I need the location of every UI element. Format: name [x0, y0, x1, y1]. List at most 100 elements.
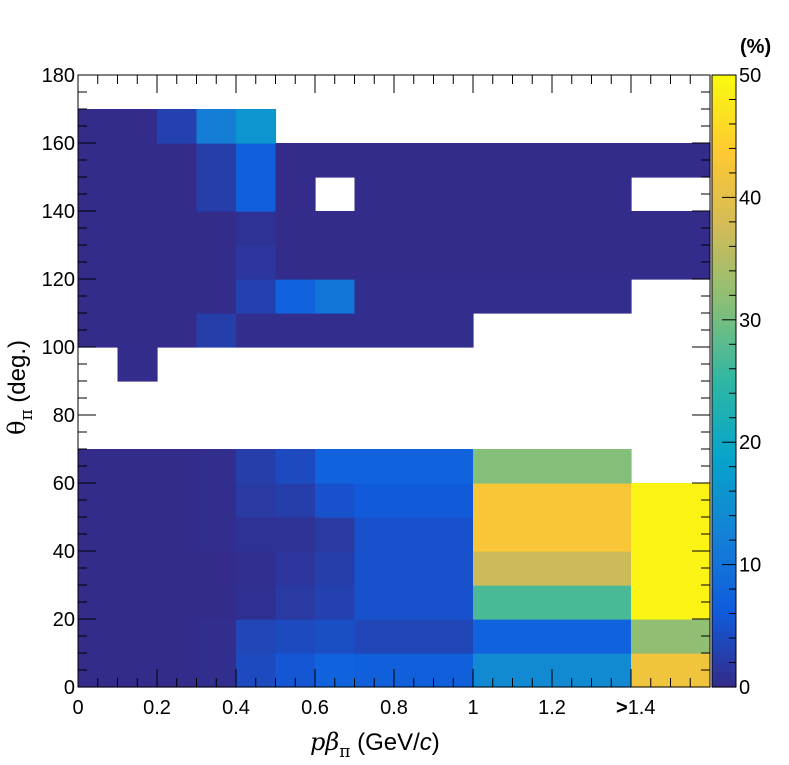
colorbar-segment — [712, 156, 736, 163]
x-tick-label: 0.8 — [380, 697, 408, 719]
colorbar-segment — [712, 141, 736, 147]
colorbar-segment — [712, 421, 736, 428]
heatmap-cell — [354, 211, 395, 246]
heatmap-cell — [157, 245, 198, 280]
colorbar-segment — [712, 676, 736, 683]
colorbar-segment — [712, 304, 736, 311]
colorbar-segment — [712, 146, 736, 153]
colorbar-segment — [712, 442, 736, 448]
y-tick-label: 160 — [42, 133, 75, 155]
heatmap-cell — [394, 449, 435, 484]
colorbar-segment — [712, 574, 736, 581]
colorbar-segment — [712, 105, 736, 112]
heatmap-cell — [552, 177, 632, 212]
colorbar-segment — [712, 666, 736, 673]
y-tick-label: 120 — [42, 269, 75, 291]
heatmap-cell — [631, 619, 711, 654]
colorbar-segment — [712, 120, 736, 127]
colorbar-segment — [712, 579, 736, 586]
heatmap-cell — [473, 517, 553, 552]
heatmap-cell — [196, 449, 237, 484]
heatmap-cell — [473, 177, 553, 212]
heatmap-cell — [631, 211, 711, 246]
colorbar-segment — [712, 671, 736, 678]
colorbar-segment — [712, 268, 736, 275]
colorbar-segment — [712, 503, 736, 510]
colorbar-segment — [712, 355, 736, 362]
colorbar-segment — [712, 212, 736, 219]
colorbar-segment — [712, 273, 736, 280]
heatmap-cell — [473, 279, 553, 314]
heatmap-cell — [275, 449, 316, 484]
colorbar-segment — [712, 187, 736, 193]
heatmap-cell — [631, 551, 711, 586]
heatmap-cell — [354, 449, 395, 484]
heatmap-cell — [275, 483, 316, 518]
colorbar-segment — [712, 365, 736, 372]
y-tick-label: 140 — [42, 201, 75, 223]
y-axis-title: θπ (deg.) — [3, 340, 37, 435]
heatmap-cell — [275, 143, 316, 178]
colorbar-segment — [712, 564, 736, 571]
colorbar-segment — [712, 528, 736, 535]
colorbar-segment — [712, 401, 736, 408]
colorbar-segment — [712, 416, 736, 423]
colorbar-segment — [712, 217, 736, 224]
heatmap-cell — [394, 143, 435, 178]
colorbar-segment — [712, 80, 736, 86]
heatmap-cell — [196, 279, 237, 314]
tick-labels: 0 0.2 0.4 0.6 0.8 1 1.2 >1.40204060801001201401… — [42, 65, 762, 719]
heatmap-cell — [117, 619, 158, 654]
heatmap-cell — [631, 245, 711, 280]
heatmap-cell — [236, 483, 277, 518]
colorbar-segment — [712, 600, 736, 606]
heatmap-cell — [552, 245, 632, 280]
colorbar-segment — [712, 651, 736, 657]
heatmap-cell — [354, 279, 395, 314]
heatmap-cell — [433, 585, 474, 620]
colorbar-segment — [712, 350, 736, 357]
colorbar-segment — [712, 447, 736, 453]
colorbar-segment — [712, 386, 736, 392]
colorbar-frame — [711, 74, 737, 688]
heatmap-cell — [117, 313, 158, 348]
heatmap-cell — [354, 245, 395, 280]
colorbar-segment — [712, 151, 736, 158]
heatmap-cell — [157, 313, 198, 348]
heatmap-cell — [552, 619, 632, 654]
colorbar-segment — [712, 641, 736, 647]
colorbar-segment — [712, 110, 736, 117]
y-tick-label: 80 — [53, 405, 75, 427]
y-tick-label: 100 — [42, 337, 75, 359]
heatmap-cell — [315, 449, 356, 484]
colorbar-segment — [712, 554, 736, 561]
heatmap-cell — [117, 347, 158, 382]
colorbar-segment — [712, 319, 736, 326]
heatmap-cell — [157, 177, 198, 212]
colorbar-segment — [712, 370, 736, 377]
colorbar-segment — [712, 585, 736, 591]
colorbar-segment — [712, 248, 736, 255]
colorbar-segment — [712, 95, 736, 102]
heatmap-cell — [196, 211, 237, 246]
colorbar-segment — [712, 661, 736, 668]
colorbar-segment — [712, 299, 736, 306]
colorbar-tick-label: 30 — [739, 310, 761, 332]
colorbar-segment — [712, 396, 736, 402]
heatmap-cell — [157, 109, 198, 144]
heatmap-cell — [157, 517, 198, 552]
colorbar-segment — [712, 426, 736, 433]
colorbar-segment — [712, 508, 736, 515]
colorbar-segment — [712, 253, 736, 260]
heatmap-cell — [236, 279, 277, 314]
colorbar-segment — [712, 630, 736, 637]
heatmap-cell — [315, 279, 356, 314]
heatmap-cell — [236, 517, 277, 552]
heatmap-cell — [394, 279, 435, 314]
heatmap-cell — [196, 619, 237, 654]
colorbar-segment — [712, 646, 736, 652]
heatmap-cell — [315, 585, 356, 620]
y-tick-label: 60 — [53, 473, 75, 495]
x-tick-label: 0.2 — [143, 697, 171, 719]
